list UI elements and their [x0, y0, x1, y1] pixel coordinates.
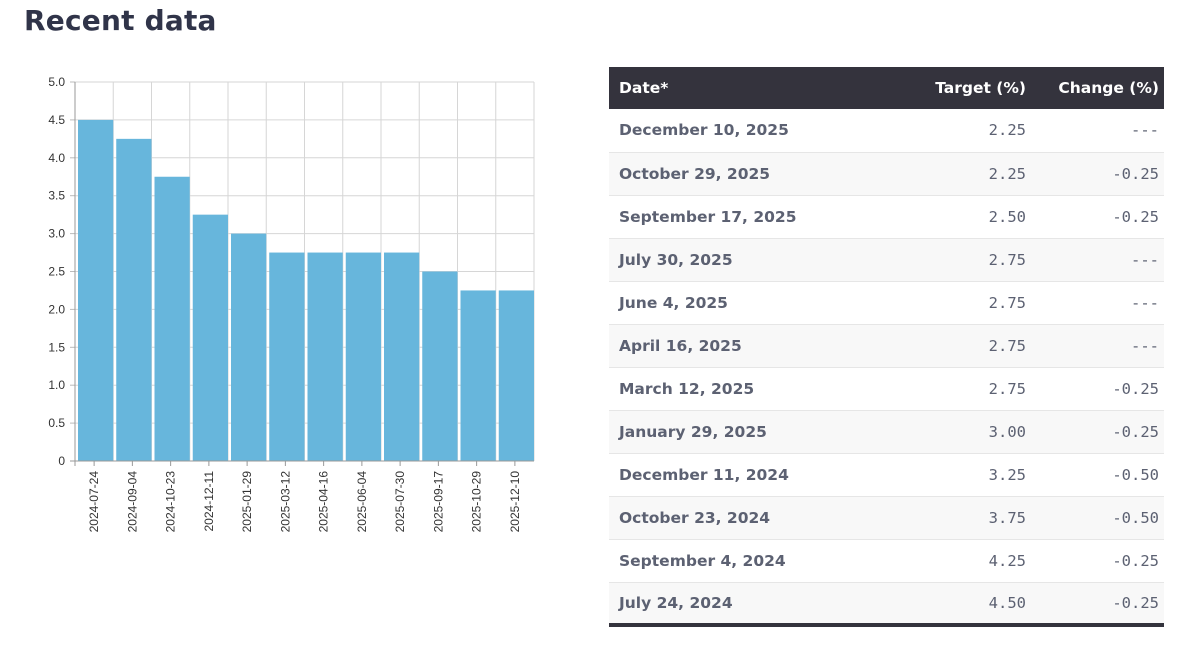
row-change: -0.50 [1112, 465, 1159, 484]
bar [231, 233, 267, 461]
row-date: July 24, 2024 [619, 593, 733, 612]
row-change: --- [1131, 121, 1159, 140]
row-date: July 30, 2025 [619, 250, 733, 269]
bar [116, 138, 152, 461]
row-change: -0.25 [1112, 551, 1159, 570]
row-target: 2.25 [988, 121, 1026, 140]
row-date: January 29, 2025 [619, 422, 767, 441]
table-row: January 29, 2025 3.00 -0.25 [609, 410, 1164, 453]
row-date: April 16, 2025 [619, 336, 742, 355]
x-tick-label: 2024-12-11 [202, 471, 216, 532]
row-target: 2.50 [988, 207, 1026, 226]
row-change: --- [1131, 293, 1159, 312]
row-date: September 4, 2024 [619, 551, 786, 570]
bar [269, 252, 305, 461]
row-date: October 23, 2024 [619, 508, 771, 527]
row-change: -0.25 [1112, 207, 1159, 226]
row-target: 2.75 [988, 379, 1026, 398]
x-tick-label: 2025-12-10 [508, 471, 522, 533]
header-change: Change (%) [1058, 79, 1159, 97]
bar [460, 290, 496, 461]
bar [384, 252, 420, 461]
row-change: --- [1131, 336, 1159, 355]
x-tick-label: 2025-03-12 [278, 471, 292, 533]
row-change: -0.25 [1112, 379, 1159, 398]
rates-table: Date* Target (%) Change (%) December 10,… [609, 67, 1164, 627]
x-tick-label: 2025-01-29 [240, 471, 254, 533]
header-target: Target (%) [935, 79, 1026, 97]
row-date: October 29, 2025 [619, 164, 771, 183]
row-target: 2.75 [988, 336, 1026, 355]
page-title: Recent data [24, 4, 217, 37]
table-row: March 12, 2025 2.75 -0.25 [609, 367, 1164, 410]
table-row: September 4, 2024 4.25 -0.25 [609, 539, 1164, 582]
row-date: December 11, 2024 [619, 465, 789, 484]
x-tick-label: 2025-07-30 [393, 471, 407, 533]
x-tick-label: 2025-09-17 [431, 471, 445, 533]
table-header-row: Date* Target (%) Change (%) [609, 67, 1164, 109]
table-row: September 17, 2025 2.50 -0.25 [609, 195, 1164, 238]
row-change: --- [1131, 250, 1159, 269]
row-date: June 4, 2025 [619, 293, 728, 312]
x-tick-label: 2025-06-04 [355, 471, 369, 533]
y-tick-label: 0 [58, 454, 65, 468]
header-date: Date* [619, 79, 669, 97]
y-tick-label: 1.0 [48, 378, 65, 392]
y-tick-label: 3.0 [48, 227, 65, 241]
rate-bar-chart: 0 0.5 1.0 1.5 2.0 2.5 3.0 3.5 4.0 4.5 5.0 2024-07-2… [48, 75, 535, 533]
table-row: June 4, 2025 2.75 --- [609, 281, 1164, 324]
y-tick-label: 5.0 [48, 75, 65, 89]
row-date: March 12, 2025 [619, 379, 755, 398]
row-target: 4.25 [988, 551, 1026, 570]
row-change: -0.50 [1112, 508, 1159, 527]
y-tick-label: 0.5 [48, 416, 65, 430]
y-tick-label: 4.5 [48, 113, 65, 127]
row-target: 2.25 [988, 164, 1026, 183]
bar [498, 290, 534, 461]
x-tick-label: 2024-10-23 [164, 471, 178, 533]
bar [192, 214, 228, 461]
y-tick-label: 4.0 [48, 151, 65, 165]
table-row: April 16, 2025 2.75 --- [609, 324, 1164, 367]
table-row: October 29, 2025 2.25 -0.25 [609, 152, 1164, 195]
row-target: 3.00 [988, 422, 1026, 441]
y-tick-label: 2.0 [48, 302, 65, 316]
row-target: 2.75 [988, 250, 1026, 269]
table-row: July 24, 2024 4.50 -0.25 [609, 582, 1164, 625]
x-tick-label: 2025-04-16 [317, 471, 331, 533]
row-change: -0.25 [1112, 422, 1159, 441]
bar [78, 119, 114, 462]
x-tick-label: 2024-09-04 [125, 471, 139, 533]
x-tick-label: 2025-10-29 [470, 471, 484, 533]
row-target: 3.25 [988, 465, 1026, 484]
row-target: 3.75 [988, 508, 1026, 527]
bar [345, 252, 381, 461]
y-tick-label: 3.5 [48, 189, 65, 203]
y-tick-label: 1.5 [48, 340, 65, 354]
row-change: -0.25 [1112, 164, 1159, 183]
table-row: October 23, 2024 3.75 -0.50 [609, 496, 1164, 539]
x-tick-label: 2024-07-24 [87, 471, 101, 533]
row-change: -0.25 [1112, 593, 1159, 612]
table-row: December 10, 2025 2.25 --- [609, 109, 1164, 152]
table-row: December 11, 2024 3.25 -0.50 [609, 453, 1164, 496]
row-target: 2.75 [988, 293, 1026, 312]
bar [422, 271, 458, 461]
bar [154, 176, 190, 461]
row-date: September 17, 2025 [619, 207, 797, 226]
row-date: December 10, 2025 [619, 121, 789, 140]
bar [307, 252, 343, 461]
y-tick-label: 2.5 [48, 265, 65, 279]
row-target: 4.50 [988, 593, 1026, 612]
table-row: July 30, 2025 2.75 --- [609, 238, 1164, 281]
